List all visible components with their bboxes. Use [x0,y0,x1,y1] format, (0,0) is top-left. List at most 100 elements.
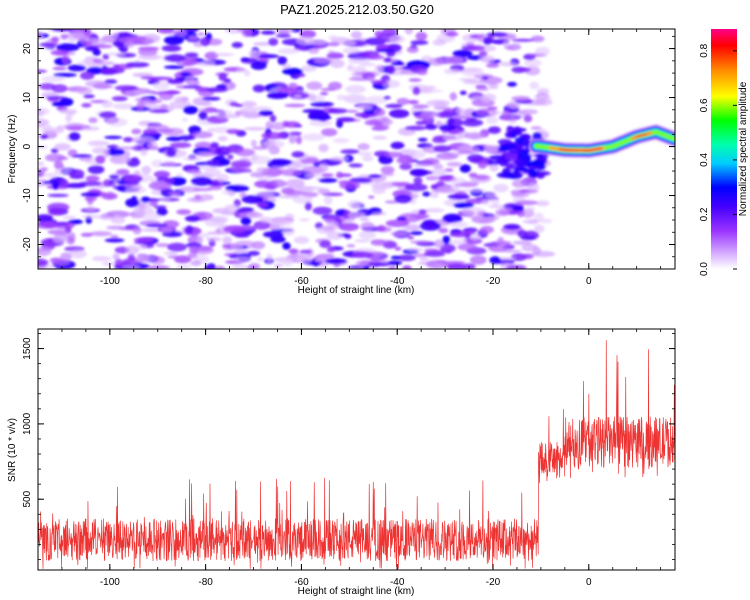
noise-blob [486,32,508,37]
noise-blob [524,58,542,68]
y-tick-label: -10 [22,188,33,203]
noise-blob [357,151,373,156]
noise-blob [523,114,533,123]
noise-blob [321,128,338,137]
noise-blob [38,31,44,40]
noise-blob [503,223,521,230]
noise-blob [404,29,413,35]
noise-blob [217,135,228,142]
noise-blob [295,135,302,145]
noise-blob [184,52,199,58]
noise-blob [39,42,57,47]
noise-blob [248,49,261,58]
noise-blob [209,216,229,223]
noise-blob [347,211,366,219]
noise-blob [163,35,184,45]
noise-blob [68,169,85,179]
noise-blob [486,115,499,125]
noise-blob [323,195,333,205]
noise-blob [380,166,395,174]
noise-blob [275,33,291,38]
y-tick-label: 10 [22,92,33,104]
noise-blob [518,166,528,172]
noise-blob [282,63,292,70]
noise-blob [160,226,173,234]
noise-blob [404,125,427,131]
noise-blob [428,57,445,66]
noise-blob [190,176,213,186]
noise-blob [47,229,69,235]
noise-blob [225,184,250,192]
noise-blob [183,156,203,161]
noise-blob [326,52,344,59]
noise-blob [187,252,198,259]
noise-blob [146,104,160,110]
spectrogram-noise [38,29,556,269]
noise-blob [487,215,500,221]
noise-blob [145,223,168,228]
noise-blob [112,253,120,261]
noise-blob [493,183,509,193]
noise-blob [269,114,277,123]
noise-blob [317,188,331,195]
noise-blob [486,63,500,68]
noise-blob [234,103,244,108]
spectrogram-plot-area [38,29,675,269]
noise-blob [355,71,380,77]
noise-blob [320,173,334,178]
noise-blob [61,55,70,65]
noise-blob [251,153,258,162]
noise-blob [259,57,270,63]
noise-blob [517,210,525,218]
noise-blob [205,264,213,269]
noise-blob [112,31,119,39]
noise-blob [131,185,142,190]
noise-blob [512,127,527,132]
noise-blob [51,36,60,43]
noise-blob [358,230,377,240]
colorbar-tick-label: 0.0 [699,262,710,276]
colorbar-tick-label: 0.4 [699,153,710,167]
x-tick-label: -60 [294,577,309,588]
noise-blob [288,134,297,144]
noise-blob [348,77,373,81]
noise-blob [342,47,361,54]
noise-blob [528,168,536,176]
noise-blob [291,151,305,158]
noise-blob [441,175,454,179]
noise-blob [65,114,73,123]
spectrogram-x-ticks: -100 -80 -60 -40 -20 0 [37,29,662,287]
noise-blob [531,251,556,257]
noise-blob [425,123,438,130]
noise-blob [326,231,343,240]
noise-blob [396,62,405,66]
snr-y-ticks: 500 1000 1500 [22,333,675,560]
snr-plot-area [38,329,675,570]
noise-blob [114,146,138,150]
noise-blob [489,256,501,264]
noise-blob [436,180,445,187]
noise-blob [443,68,461,74]
noise-blob [51,259,70,266]
noise-blob [368,195,375,199]
noise-blob [180,72,192,77]
noise-blob [521,253,534,259]
noise-blob [231,42,243,48]
noise-blob [134,97,151,102]
colorbar-tick-label: 0.6 [699,98,710,112]
noise-blob [168,191,182,195]
noise-blob [529,81,540,90]
noise-blob [112,103,134,110]
noise-blob [505,102,518,109]
noise-blob [200,101,213,107]
noise-blob [136,255,155,263]
noise-blob [388,109,410,118]
noise-blob [431,137,448,143]
noise-blob [268,38,279,46]
noise-blob [470,255,487,265]
noise-blob [173,29,188,38]
noise-blob [230,160,253,168]
noise-blob [445,31,459,37]
noise-blob [499,207,513,212]
